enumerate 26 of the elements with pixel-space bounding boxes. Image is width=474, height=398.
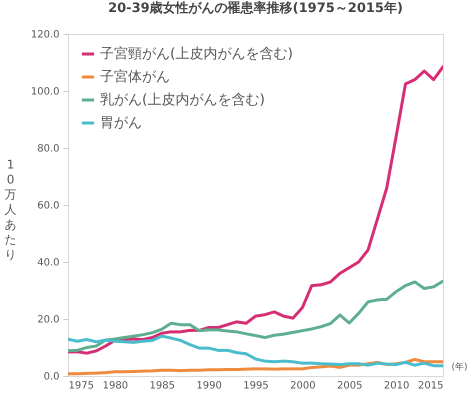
legend-label: 子宮体がん: [100, 69, 170, 85]
legend-label: 子宮頸がん(上皮内がんを含む): [100, 46, 293, 62]
x-tick-label: 1985: [150, 380, 175, 392]
y-tick-label: 40.0: [37, 258, 60, 268]
line-series: [68, 334, 443, 368]
y-tick-label: 120.0: [30, 30, 60, 40]
y-tick-label: 80.0: [37, 144, 60, 154]
x-tick-label: 1975: [68, 380, 94, 392]
legend-label: 胃がん: [100, 115, 142, 131]
x-tick-label: 2010: [384, 380, 410, 392]
x-tick-label: 2005: [337, 380, 362, 392]
x-axis-title: (年): [451, 362, 468, 372]
x-tick-label: 1995: [243, 380, 269, 392]
line-series: [68, 280, 443, 352]
y-tick-label: 20.0: [37, 314, 60, 326]
x-tick-label: 2015: [418, 380, 444, 392]
x-tick-label: 1980: [102, 380, 128, 392]
y-axis-title: 10万人あたり: [4, 158, 16, 262]
x-tick-label: 2000: [290, 380, 316, 392]
y-tick-label: 60.0: [37, 200, 60, 212]
y-tick-label: 0.0: [44, 372, 60, 382]
line-series: [68, 65, 443, 355]
y-tick-label: 100.0: [30, 86, 60, 98]
legend-label: 乳がん(上皮内がんを含む): [100, 92, 265, 108]
chart-title: 20-39歳女性がんの罹患率推移(1975～2015年): [108, 0, 403, 16]
x-tick-label: 1990: [196, 380, 222, 392]
